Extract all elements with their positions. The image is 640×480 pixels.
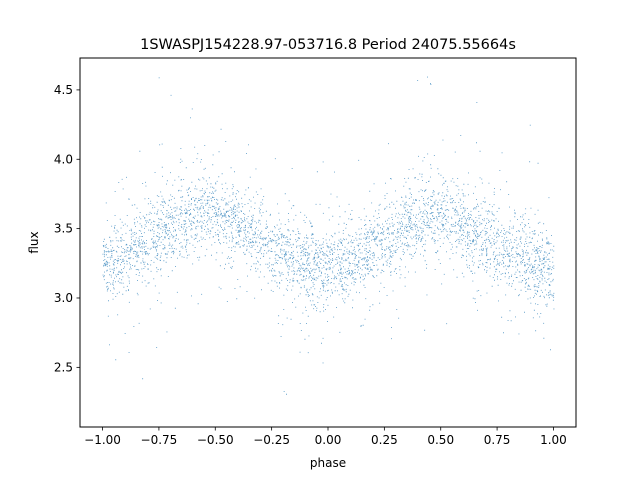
x-tick-label: 0.75 [484,433,511,447]
x-tick-label: 0.25 [371,433,398,447]
x-tick-label: −0.75 [141,433,178,447]
x-axis-label: phase [310,456,346,470]
chart-title: 1SWASPJ154228.97-053716.8 Period 24075.5… [140,37,516,53]
x-axis: −1.00 −0.75 −0.50 −0.25 0.00 0.25 0.50 0.75 1.00 [84,427,567,447]
y-tick-label: 4.5 [54,83,73,97]
data-points [102,76,555,395]
y-tick-label: 2.5 [54,360,73,374]
x-tick-label: −0.50 [197,433,234,447]
x-tick-label: −1.00 [84,433,121,447]
x-tick-label: −0.25 [253,433,290,447]
y-tick-label: 3.0 [54,291,73,305]
y-tick-label: 3.5 [54,222,73,236]
y-tick-label: 4.0 [54,152,73,166]
y-axis: 2.5 3.0 3.5 4.0 4.5 [54,83,80,374]
x-tick-label: 0.50 [427,433,454,447]
y-axis-label: flux [27,231,41,253]
x-tick-label: 1.00 [540,433,567,447]
data-point-cloud [102,76,555,395]
x-tick-label: 0.00 [315,433,342,447]
